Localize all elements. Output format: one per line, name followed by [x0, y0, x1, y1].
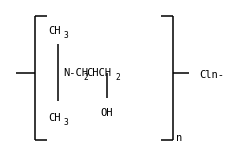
Text: Cln-: Cln- — [199, 70, 224, 80]
Text: CH: CH — [48, 26, 61, 36]
Text: CH: CH — [48, 113, 61, 123]
Text: n: n — [176, 133, 183, 143]
Text: 3: 3 — [64, 31, 68, 40]
Text: 2: 2 — [83, 73, 88, 82]
Text: N-CH: N-CH — [63, 68, 88, 78]
Text: 3: 3 — [64, 118, 68, 127]
Text: CHCH: CHCH — [86, 68, 111, 78]
Text: 2: 2 — [115, 73, 120, 82]
Text: OH: OH — [100, 108, 113, 118]
